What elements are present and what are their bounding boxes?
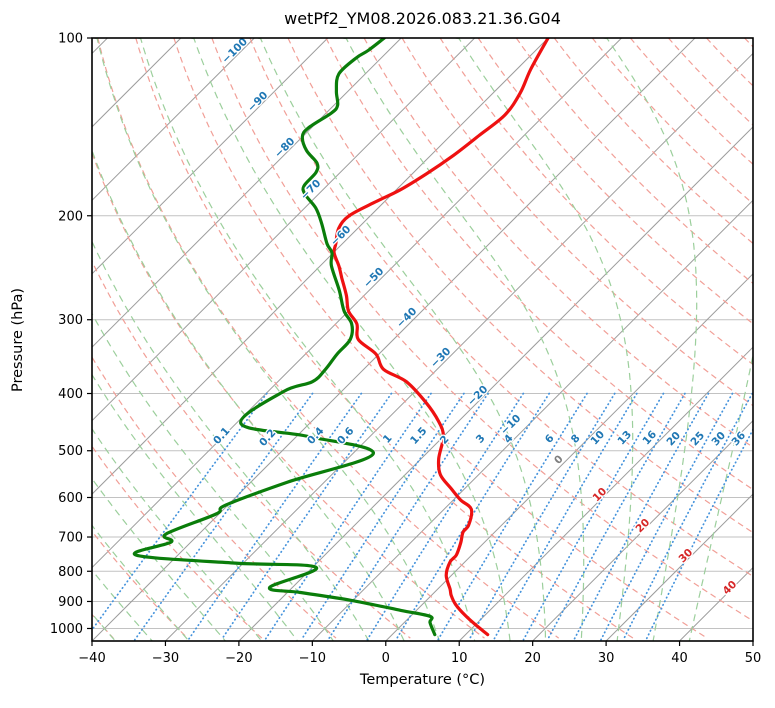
x-tick-label: −40 bbox=[78, 651, 105, 666]
y-tick-label: 200 bbox=[58, 209, 83, 224]
chart-title: wetPf2_YM08.2026.083.21.36.G04 bbox=[284, 9, 561, 28]
sounding-profiles bbox=[132, 38, 550, 637]
x-tick-label: 30 bbox=[598, 651, 615, 666]
isotherm-label: 40 bbox=[720, 578, 739, 597]
y-tick-label: 100 bbox=[58, 32, 83, 47]
y-tick-label: 300 bbox=[58, 313, 83, 328]
y-tick-label: 700 bbox=[58, 531, 83, 546]
x-tick-label: −10 bbox=[299, 651, 326, 666]
x-tick-label: −30 bbox=[152, 651, 179, 666]
isotherm-label: 20 bbox=[633, 516, 652, 535]
mixing-ratio-label: 1 bbox=[381, 432, 395, 445]
isotherm-label: −20 bbox=[465, 383, 490, 408]
y-axis-label: Pressure (hPa) bbox=[10, 288, 26, 393]
x-tick-label: −20 bbox=[225, 651, 252, 666]
isotherm-label: 10 bbox=[590, 485, 609, 504]
y-tick-label: 900 bbox=[58, 595, 83, 610]
mixing-ratio-label: 13 bbox=[615, 429, 634, 448]
isotherm-label: −50 bbox=[361, 265, 386, 290]
plot-border bbox=[91, 37, 754, 642]
isotherm-label: 0 bbox=[552, 453, 566, 467]
y-tick-label: 800 bbox=[58, 565, 83, 580]
isotherm-label: −80 bbox=[272, 135, 297, 160]
isotherm-label: −100 bbox=[220, 36, 250, 66]
mixing-ratio-label: 3 bbox=[474, 432, 488, 445]
x-tick-label: 40 bbox=[671, 651, 688, 666]
moist-adiabats bbox=[92, 38, 753, 641]
temperature-profile-line bbox=[332, 38, 550, 637]
isotherm-label: −30 bbox=[428, 345, 453, 370]
mixing-ratio-label: 8 bbox=[569, 432, 583, 445]
mixing-ratio-label: 2 bbox=[438, 433, 452, 446]
isotherm-lines bbox=[92, 38, 753, 641]
mixing-ratio-label: 4 bbox=[502, 432, 516, 445]
isotherm-label: −90 bbox=[245, 89, 270, 114]
x-tick-label: 20 bbox=[524, 651, 541, 666]
mixing-ratio-label: 6 bbox=[543, 432, 557, 445]
x-axis-label: Temperature (°C) bbox=[359, 672, 486, 688]
mixing-ratio-label: 30 bbox=[709, 430, 728, 449]
mixing-ratio-label: 1.5 bbox=[408, 425, 429, 447]
x-tick-label: 50 bbox=[745, 651, 762, 666]
dry-adiabats bbox=[92, 38, 753, 639]
y-tick-label: 600 bbox=[58, 491, 83, 506]
isotherm-label: −70 bbox=[298, 177, 323, 202]
x-tick-label: 10 bbox=[451, 651, 468, 666]
mixing-ratio-lines bbox=[92, 392, 753, 641]
dewpoint-profile-line bbox=[132, 38, 437, 637]
y-tick-label: 1000 bbox=[50, 622, 83, 637]
isotherm-label: 30 bbox=[676, 546, 695, 565]
y-tick-label: 400 bbox=[58, 387, 83, 402]
y-tick-label: 500 bbox=[58, 444, 83, 459]
x-tick-label: 0 bbox=[382, 651, 390, 666]
isobar-gridlines bbox=[92, 38, 753, 629]
